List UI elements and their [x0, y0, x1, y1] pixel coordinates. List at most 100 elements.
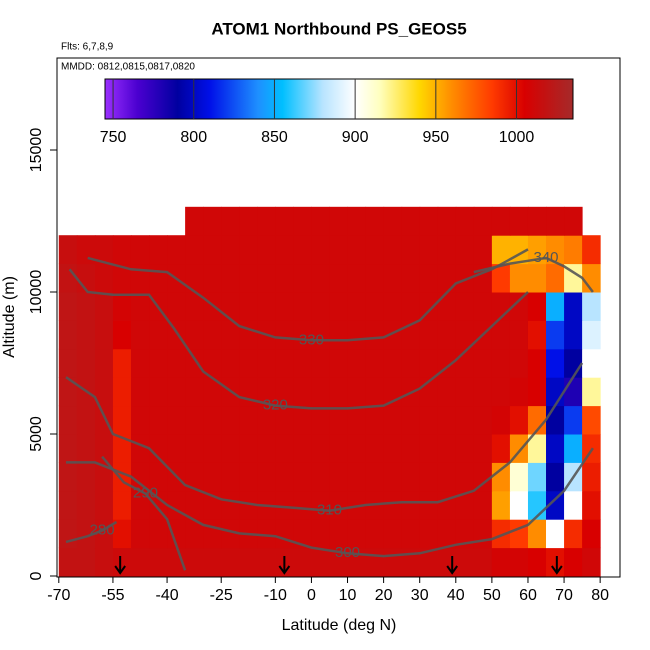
cell	[311, 235, 330, 265]
cell	[564, 519, 583, 549]
cell	[185, 490, 204, 520]
cell	[203, 263, 222, 293]
cell	[185, 405, 204, 435]
cell	[239, 434, 258, 463]
cell	[455, 490, 475, 520]
cell	[149, 320, 168, 350]
cell	[437, 434, 457, 463]
cell	[203, 405, 222, 435]
cell	[401, 292, 421, 321]
cell	[419, 206, 439, 236]
cell	[383, 490, 403, 520]
cell	[221, 292, 240, 321]
contour-line	[65, 520, 118, 544]
cell	[221, 206, 240, 236]
cell	[329, 547, 349, 577]
cell	[130, 405, 150, 435]
cell	[275, 434, 294, 463]
x-tick-label: 50	[483, 587, 501, 604]
cell	[275, 348, 294, 378]
cell	[257, 405, 276, 435]
cell	[257, 292, 276, 321]
flight-marker	[114, 556, 126, 575]
flight-marker	[551, 556, 563, 575]
cell	[167, 547, 186, 577]
cell	[203, 348, 222, 378]
cell	[239, 292, 258, 321]
cell	[491, 235, 511, 265]
cell	[257, 377, 276, 407]
cell	[94, 434, 114, 463]
cell	[419, 405, 439, 435]
cell	[582, 348, 601, 378]
cell	[437, 206, 457, 236]
cell	[76, 462, 96, 492]
cell	[203, 320, 222, 350]
cell	[365, 434, 385, 463]
cell	[257, 206, 276, 236]
contour-line	[87, 248, 529, 342]
annotation: MMDD: 0812,0815,0817,0820	[61, 62, 195, 73]
cell	[383, 320, 403, 350]
cell	[203, 462, 222, 492]
cell	[582, 405, 601, 435]
cell	[130, 320, 150, 350]
cell	[203, 547, 222, 577]
cell	[473, 405, 493, 435]
cell	[130, 547, 150, 577]
cell	[401, 462, 421, 492]
cell	[94, 263, 114, 293]
cell	[185, 519, 204, 549]
contour-label: 280	[90, 522, 115, 539]
cell	[527, 519, 547, 549]
cell	[239, 547, 258, 577]
cell	[401, 405, 421, 435]
cell	[130, 235, 150, 265]
cell	[347, 320, 367, 350]
cell	[365, 547, 385, 577]
cell	[275, 405, 294, 435]
cell	[419, 547, 439, 577]
cell	[419, 292, 439, 321]
cell	[473, 547, 493, 577]
cell	[257, 263, 276, 293]
cell	[58, 490, 78, 520]
cell	[149, 348, 168, 378]
cell	[473, 377, 493, 407]
cell	[365, 519, 385, 549]
x-tick-label: 20	[375, 587, 393, 604]
cell	[311, 434, 330, 463]
cell	[527, 434, 547, 463]
cell	[564, 377, 583, 407]
cell	[94, 377, 114, 407]
cell	[564, 292, 583, 321]
cell	[112, 519, 132, 549]
cell	[437, 462, 457, 492]
chart-title: ATOM1 Northbound PS_GEOS5	[211, 19, 466, 38]
cell	[419, 490, 439, 520]
cell	[185, 547, 204, 577]
cell	[293, 292, 312, 321]
cell	[527, 292, 547, 321]
flight-marker-head	[446, 565, 458, 575]
cell	[491, 547, 511, 577]
contour-label: 330	[299, 331, 324, 348]
cell	[185, 434, 204, 463]
cell	[130, 348, 150, 378]
cell	[203, 519, 222, 549]
cell	[473, 235, 493, 265]
cell	[509, 547, 529, 577]
contour-label: 300	[335, 544, 360, 561]
cell	[58, 235, 78, 265]
cell	[293, 462, 312, 492]
cell	[58, 377, 78, 407]
cell	[94, 547, 114, 577]
cell	[546, 377, 565, 407]
cell	[383, 206, 403, 236]
cell	[401, 263, 421, 293]
colorbar-tick-label: 950	[422, 129, 449, 146]
cell	[491, 377, 511, 407]
cell	[329, 206, 349, 236]
cell	[437, 263, 457, 293]
